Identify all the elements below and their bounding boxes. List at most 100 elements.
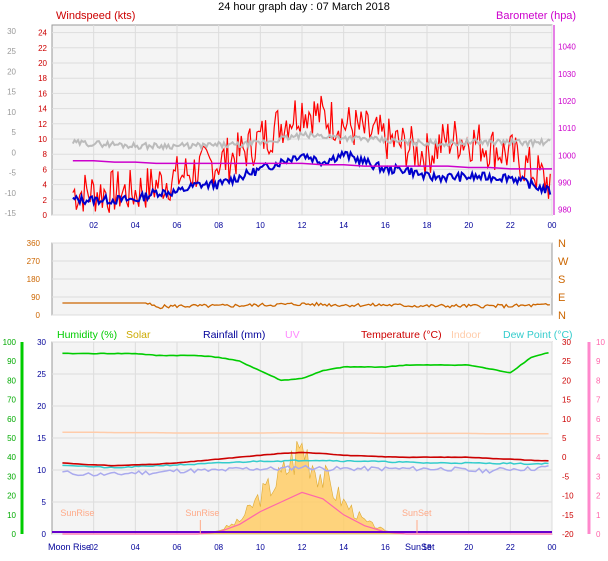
p2-left-tick-label: 360 [27,239,41,248]
p3-temp-tick-label: -15 [562,511,574,520]
p3-humidity-tick-label: 50 [7,434,16,443]
p3-inner-tick-label: 15 [37,434,46,443]
p3-inner-tick-label: 20 [37,402,46,411]
p3-uv-tick-label: 1 [596,511,601,520]
p1-x-tick-label: 06 [173,221,182,230]
windspeed-line [72,95,551,213]
p1-left-tick-label: 20 [38,59,47,68]
p3-temp-tick-label: -10 [562,492,574,501]
p3-x-tick-label: 08 [214,543,223,552]
compass-label: W [558,256,569,268]
p3-x-tick-label: 14 [339,543,348,552]
p3-humidity-tick-label: 40 [7,453,16,462]
p1-left-tick-label: 10 [38,135,47,144]
p3-uv-tick-label: 5 [596,434,601,443]
p1-right-tick-label: 990 [558,178,572,187]
temperature-line [62,451,549,467]
sun-annotation: SunRise [185,508,219,518]
p1-x-tick-label: 00 [548,221,557,230]
p3-x-tick-label: 06 [173,543,182,552]
p3-uv-tick-label: 7 [596,396,601,405]
moonrise-label: Moon Rise [48,542,91,552]
p2-left-tick-label: 0 [36,311,41,320]
chart-title: 24 hour graph day : 07 March 2018 [218,1,390,13]
p1-x-tick-label: 18 [423,221,432,230]
p1-x-tick-label: 04 [131,221,140,230]
p3-humidity-tick-label: 90 [7,357,16,366]
p1-x-tick-label: 02 [89,221,98,230]
p2-left-tick-label: 90 [31,293,40,302]
compass-label: N [558,310,566,322]
p1-outer-tick-label: 0 [12,148,17,157]
p3-uv-tick-label: 6 [596,415,601,424]
p3-humidity-tick-label: 0 [12,530,17,539]
p3-temp-tick-label: 0 [562,453,567,462]
p3-x-tick-label: 02 [89,543,98,552]
legend-item: Solar [126,329,151,341]
p1-outer-tick-label: 25 [7,47,16,56]
p3-inner-tick-label: 0 [42,530,47,539]
compass-label: E [558,292,565,304]
p3-inner-tick-label: 25 [37,370,46,379]
p3-x-tick-label: 04 [131,543,140,552]
p3-temp-tick-label: 10 [562,415,571,424]
windspeed-axis-label: Windspeed (kts) [56,10,135,22]
p1-outer-tick-label: -15 [4,209,16,218]
p1-x-tick-label: 22 [506,221,515,230]
p3-x-tick-label: 22 [506,543,515,552]
p1-x-tick-label: 20 [464,221,473,230]
p3-temp-tick-label: -5 [562,472,570,481]
barometer-axis-label: Barometer (hpa) [496,10,576,22]
p1-x-tick-label: 12 [298,221,307,230]
p3-uv-tick-label: 4 [596,453,601,462]
p1-right-tick-label: 1030 [558,70,576,79]
p1-left-tick-label: 8 [43,150,48,159]
p3-uv-tick-label: 10 [596,338,605,347]
p1-left-tick-label: 14 [38,105,47,114]
p2-left-tick-label: 270 [27,257,41,266]
sun-annotation: SunSet [402,508,432,518]
p1-outer-tick-label: -10 [4,189,16,198]
p1-right-tick-label: 1020 [558,97,576,106]
dewpoint-line [62,459,549,469]
p1-outer-tick-label: 30 [7,27,16,36]
p3-uv-tick-label: 2 [596,492,601,501]
p3-x-tick-label: 00 [548,543,557,552]
p1-left-tick-label: 22 [38,44,47,53]
wind-avg-line [72,149,552,208]
p3-x-tick-label: 16 [381,543,390,552]
p3-humidity-tick-label: 60 [7,415,16,424]
p3-x-tick-label: 10 [256,543,265,552]
p1-right-tick-label: 1000 [558,151,576,160]
p1-left-tick-label: 12 [38,120,47,129]
p3-inner-tick-label: 10 [37,466,46,475]
p1-left-tick-label: 6 [43,165,48,174]
p1-left-tick-label: 4 [43,181,48,190]
p1-x-tick-label: 16 [381,221,390,230]
gray-line [71,130,551,152]
p3-temp-tick-label: -20 [562,530,574,539]
compass-label: S [558,274,565,286]
p3-humidity-tick-label: 100 [3,338,17,347]
p1-outer-tick-label: 15 [7,88,16,97]
legend-item: Indoor [451,329,481,341]
p1-left-tick-label: 16 [38,89,47,98]
p3-uv-tick-label: 0 [596,530,601,539]
p1-right-tick-label: 980 [558,206,572,215]
p3-x-tick-label: 18 [423,543,432,552]
p3-humidity-tick-label: 20 [7,492,16,501]
p3-temp-tick-label: 5 [562,434,567,443]
p1-left-tick-label: 2 [43,196,48,205]
indoor-line [62,431,549,435]
sun-annotation: SunRise [60,508,94,518]
p3-uv-tick-label: 9 [596,357,601,366]
p1-outer-tick-label: 10 [7,108,16,117]
p1-x-tick-label: 08 [214,221,223,230]
p1-outer-tick-label: -5 [9,169,17,178]
p1-left-tick-label: 0 [43,211,48,220]
p1-right-tick-label: 1010 [558,124,576,133]
legend-item: UV [285,329,300,341]
p2-left-tick-label: 180 [27,275,41,284]
p1-x-tick-label: 10 [256,221,265,230]
p1-x-tick-label: 14 [339,221,348,230]
